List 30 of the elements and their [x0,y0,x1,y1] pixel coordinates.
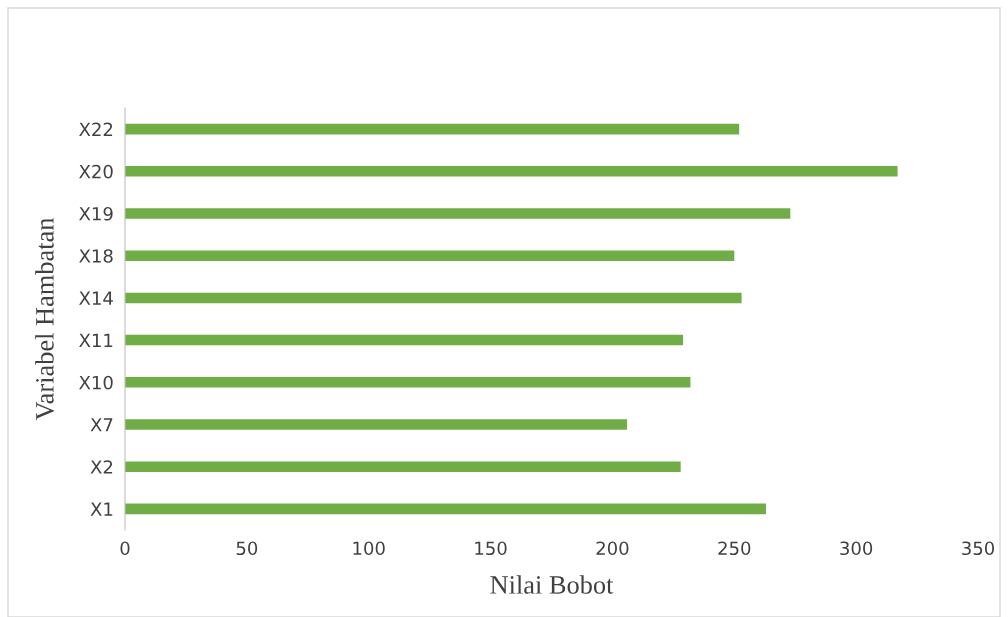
bar [125,334,684,346]
y-tick-label: X10 [79,375,113,390]
y-tick-label: X7 [90,418,113,432]
x-tick-label: 0 [120,541,130,556]
bar [125,503,766,515]
y-tick-label: X19 [79,206,113,221]
y-tick-label: X18 [79,249,113,263]
bar [125,419,628,430]
x-tick-label: 50 [236,541,258,556]
x-tick-label: 350 [962,541,995,556]
x-tick-label: 150 [475,541,507,556]
x-tick-label: 200 [596,541,629,556]
bar [125,208,791,219]
bar [125,377,691,388]
bar [125,250,735,261]
bar [125,292,742,304]
x-tick-label: 300 [840,541,873,556]
y-tick-label: X20 [79,164,113,179]
x-axis-title: Nilai Bobot [490,575,614,594]
bar [125,461,681,472]
y-tick-label: X14 [79,291,113,305]
y-tick-label: X2 [90,460,113,474]
y-tick-label: X1 [90,502,113,516]
bar [125,123,740,135]
x-tick-label: 100 [353,541,385,556]
x-tick-label: 250 [718,541,751,556]
y-tick-label: X11 [79,333,113,347]
bar [125,166,898,177]
y-axis-title: Variabel Hambatan [35,217,54,421]
y-tick-label: X22 [79,122,113,136]
